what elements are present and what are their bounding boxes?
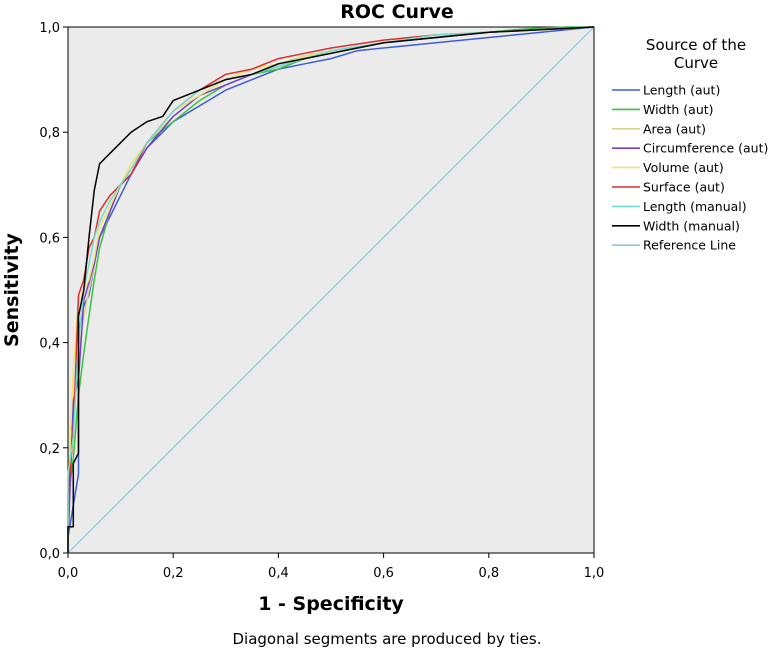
x-tick-label: 0,2 [163,566,184,581]
legend: Source of the Curve Length (aut) Width (a… [612,36,768,253]
chart-title: ROC Curve [340,1,453,23]
x-tick-label: 0,8 [478,566,499,581]
legend-label-volume-aut: Volume (aut) [643,160,724,175]
x-axis-label: 1 - Specificity [258,593,404,615]
y-tick-label: 0,8 [39,126,60,141]
legend-label-reference-line: Reference Line [643,238,736,253]
legend-label-width-aut: Width (aut) [643,102,714,117]
y-tick-label: 1,0 [39,21,60,36]
legend-title-line-2: Curve [674,54,718,72]
legend-title-line-1: Source of the [646,36,746,54]
legend-label-area-aut: Area (aut) [643,121,706,136]
series-line-length-manual [67,26,595,553]
series-line-width-manual [67,26,595,553]
footnote: Diagonal segments are produced by ties. [232,630,541,648]
x-tick-label: 1,0 [584,566,605,581]
legend-label-surface-aut: Surface (aut) [643,180,725,195]
y-tick-label: 0,2 [39,442,60,457]
x-tick-label: 0,4 [268,566,289,581]
legend-label-length-aut: Length (aut) [643,83,720,98]
x-tick-label: 0,0 [58,566,79,581]
y-tick-label: 0,4 [39,337,60,352]
y-tick-label: 0,0 [39,547,60,562]
y-tick-label: 0,6 [39,231,60,246]
series-lines [67,26,595,554]
series-line-reference-line [67,26,595,554]
y-axis-label: Sensitivity [1,232,23,346]
legend-label-length-manual: Length (manual) [643,199,747,214]
axis-ticks: 0,0 0,2 0,4 0,6 0,8 1,0 0,0 0,2 0,4 0,6 0,8 1,0 [39,21,604,581]
x-tick-label: 0,6 [373,566,394,581]
legend-label-circumference-aut: Circumference (aut) [643,141,768,156]
legend-label-width-manual: Width (manual) [643,218,740,233]
